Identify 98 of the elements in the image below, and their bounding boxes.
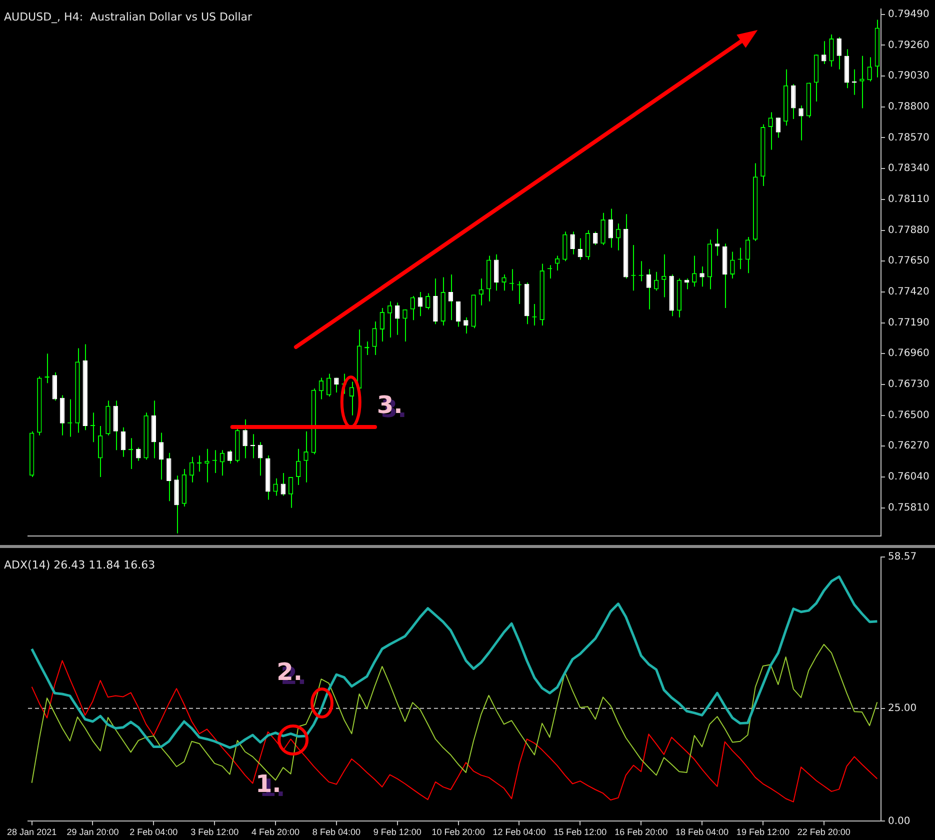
candlestick: [654, 271, 659, 292]
candlestick: [304, 430, 308, 483]
y-tick-label: 0.78570: [888, 132, 930, 144]
candlestick: [280, 472, 286, 496]
y-tick-label: 0.77190: [888, 317, 930, 328]
y-tick-label: 25.00: [888, 703, 917, 714]
candlestick: [90, 412, 96, 443]
candlestick: [585, 230, 590, 260]
x-tick-label: 19 Feb 12:00: [736, 827, 790, 838]
candlestick: [380, 308, 385, 342]
y-tick-label: 0.76730: [888, 379, 930, 390]
x-tick-label: 10 Feb 20:00: [432, 827, 485, 838]
x-tick-label: 8 Feb 04:00: [312, 827, 360, 838]
candlestick: [554, 255, 560, 271]
y-tick-label: 0.78110: [888, 194, 930, 206]
x-tick-label: 18 Feb 04:00: [676, 827, 729, 838]
candlestick: [502, 274, 506, 292]
candlestick: [714, 228, 720, 256]
candlestick: [860, 55, 864, 109]
candlestick: [425, 292, 430, 310]
y-tick-label: 0.76960: [888, 348, 930, 360]
candlestick: [829, 34, 834, 68]
candlestick: [646, 268, 652, 310]
candlestick: [288, 476, 294, 508]
candlestick: [189, 456, 194, 483]
candlestick: [464, 316, 468, 334]
y-tick-label: 0.77880: [888, 224, 930, 236]
candlestick: [334, 377, 339, 394]
y-tick-label: 0.00: [888, 816, 910, 827]
candlestick: [798, 105, 804, 141]
candlestick: [700, 266, 704, 288]
candlestick: [98, 426, 103, 478]
candlestick: [402, 308, 408, 342]
candlestick: [395, 302, 400, 336]
candlestick: [692, 255, 697, 288]
candlestick: [608, 208, 613, 248]
candlestick: [836, 36, 842, 70]
x-tick-label: 2 Feb 04:00: [130, 827, 178, 838]
candlestick: [730, 251, 735, 280]
annotation: 2.: [276, 658, 302, 686]
candlestick: [273, 478, 278, 496]
candlestick: [60, 394, 65, 436]
candlestick: [174, 475, 179, 534]
candlestick: [166, 452, 172, 502]
candlestick: [745, 236, 750, 274]
chart-title: ADX(14) 26.43 11.84 16.63: [4, 558, 156, 572]
candlestick: [600, 212, 606, 246]
x-tick-label: 22 Feb 20:00: [797, 827, 850, 838]
candlestick: [113, 400, 118, 451]
x-tick-label: 29 Jan 20:00: [66, 827, 119, 838]
candlestick: [433, 278, 438, 325]
y-tick-label: 0.79260: [888, 40, 930, 51]
y-tick-label: 0.78340: [888, 163, 930, 174]
x-tick-label: 28 Jan 2021: [7, 827, 57, 838]
candlestick: [448, 274, 454, 321]
candlestick: [387, 300, 392, 338]
annotation: 3.: [376, 391, 403, 419]
candlestick: [494, 254, 499, 292]
y-tick-label: 0.76500: [888, 410, 930, 421]
candlestick: [562, 231, 568, 262]
y-tick-label: 0.77420: [888, 286, 930, 298]
y-tick-label: 0.78800: [888, 101, 930, 112]
candlestick: [570, 231, 575, 255]
candlestick: [349, 381, 354, 416]
candlestick: [158, 432, 164, 480]
candlestick: [578, 238, 583, 260]
candlestick: [242, 418, 248, 459]
candlestick: [456, 300, 461, 328]
candlestick: [120, 426, 126, 458]
y-tick-label: 0.75810: [888, 502, 930, 514]
candlestick: [227, 450, 232, 464]
candlestick: [776, 117, 781, 138]
y-tick-label: 0.77650: [888, 256, 930, 267]
candlestick: [52, 372, 58, 402]
x-tick-label: 9 Feb 12:00: [373, 827, 422, 838]
y-tick-label: 0.79490: [888, 8, 930, 20]
y-tick-label: 0.76040: [888, 472, 930, 483]
x-tick-label: 3 Feb 12:00: [190, 827, 239, 838]
candlestick: [791, 84, 796, 120]
candlestick: [410, 295, 415, 321]
candlestick: [768, 112, 773, 150]
x-tick-label: 16 Feb 20:00: [614, 827, 668, 838]
x-tick-label: 12 Feb 04:00: [492, 827, 546, 838]
chart-title: AUDUSD_, H4: Australian Dollar vs US Dollar: [4, 10, 253, 24]
x-tick-label: 15 Feb 12:00: [554, 827, 607, 838]
y-tick-label: 0.76270: [888, 440, 930, 452]
y-tick-label: 58.57: [888, 552, 917, 563]
candlestick: [372, 320, 377, 356]
candlestick: [867, 56, 872, 82]
annotation: 1.: [255, 770, 282, 798]
x-tick-label: 4 Feb 20:00: [252, 827, 300, 838]
candlestick: [616, 223, 621, 251]
candlestick: [822, 40, 826, 64]
candlestick: [136, 446, 141, 462]
candlestick: [593, 231, 598, 246]
y-tick-label: 0.79030: [888, 70, 930, 82]
candlestick: [662, 254, 666, 298]
candlestick: [296, 448, 301, 486]
